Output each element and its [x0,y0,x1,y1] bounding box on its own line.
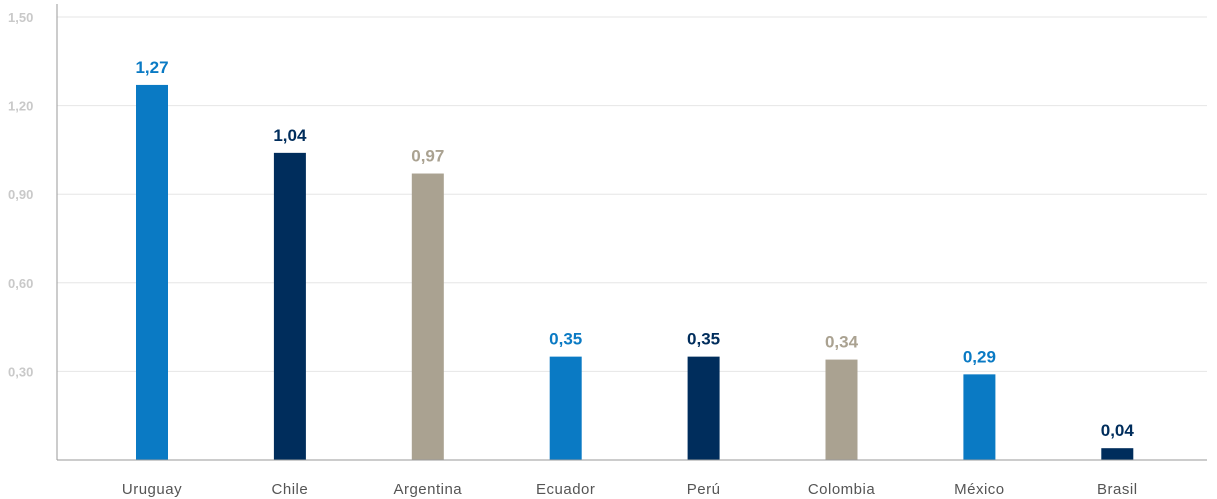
bar-argentina [411,173,444,460]
data-label: 0,29 [963,347,996,366]
y-tick-label: 0,30 [8,364,33,379]
x-axis-category-labels: Uruguay Chile Argentina Ecuador Perú Colombia… [122,481,1138,498]
bars [136,84,1134,460]
axes [56,4,1207,461]
y-axis-tick-labels: 0,30 0,60 0,90 1,20 1,50 [8,10,33,379]
y-tick-label: 1,20 [8,99,33,114]
x-category-label: Ecuador [536,481,595,498]
data-label: 0,04 [1101,421,1135,440]
data-label: 1,04 [273,126,307,145]
bar-méxico [963,374,996,460]
x-category-label: México [954,481,1005,498]
bar-perú [687,356,720,460]
y-tick-label: 0,90 [8,187,33,202]
x-category-label: Chile [272,481,309,498]
bar-colombia [825,359,858,460]
data-label: 0,35 [549,330,582,349]
x-category-label: Colombia [808,481,876,498]
data-label: 0,35 [687,330,720,349]
grid-lines [57,16,1207,372]
x-category-label: Uruguay [122,481,182,498]
bar-uruguay [136,84,168,460]
y-tick-label: 0,60 [8,276,33,291]
data-labels: 1,27 1,04 0,97 0,35 0,35 0,34 0,29 0,04 [135,58,1134,440]
data-label: 0,34 [825,333,859,352]
bar-ecuador [549,356,582,460]
data-label: 0,97 [411,147,444,166]
y-tick-label: 1,50 [8,10,33,25]
x-category-label: Argentina [393,481,462,498]
data-label: 1,27 [135,58,168,77]
x-category-label: Perú [687,481,721,498]
bar-chile [273,152,306,460]
bar-brasil [1101,448,1134,460]
x-category-label: Brasil [1097,481,1138,498]
